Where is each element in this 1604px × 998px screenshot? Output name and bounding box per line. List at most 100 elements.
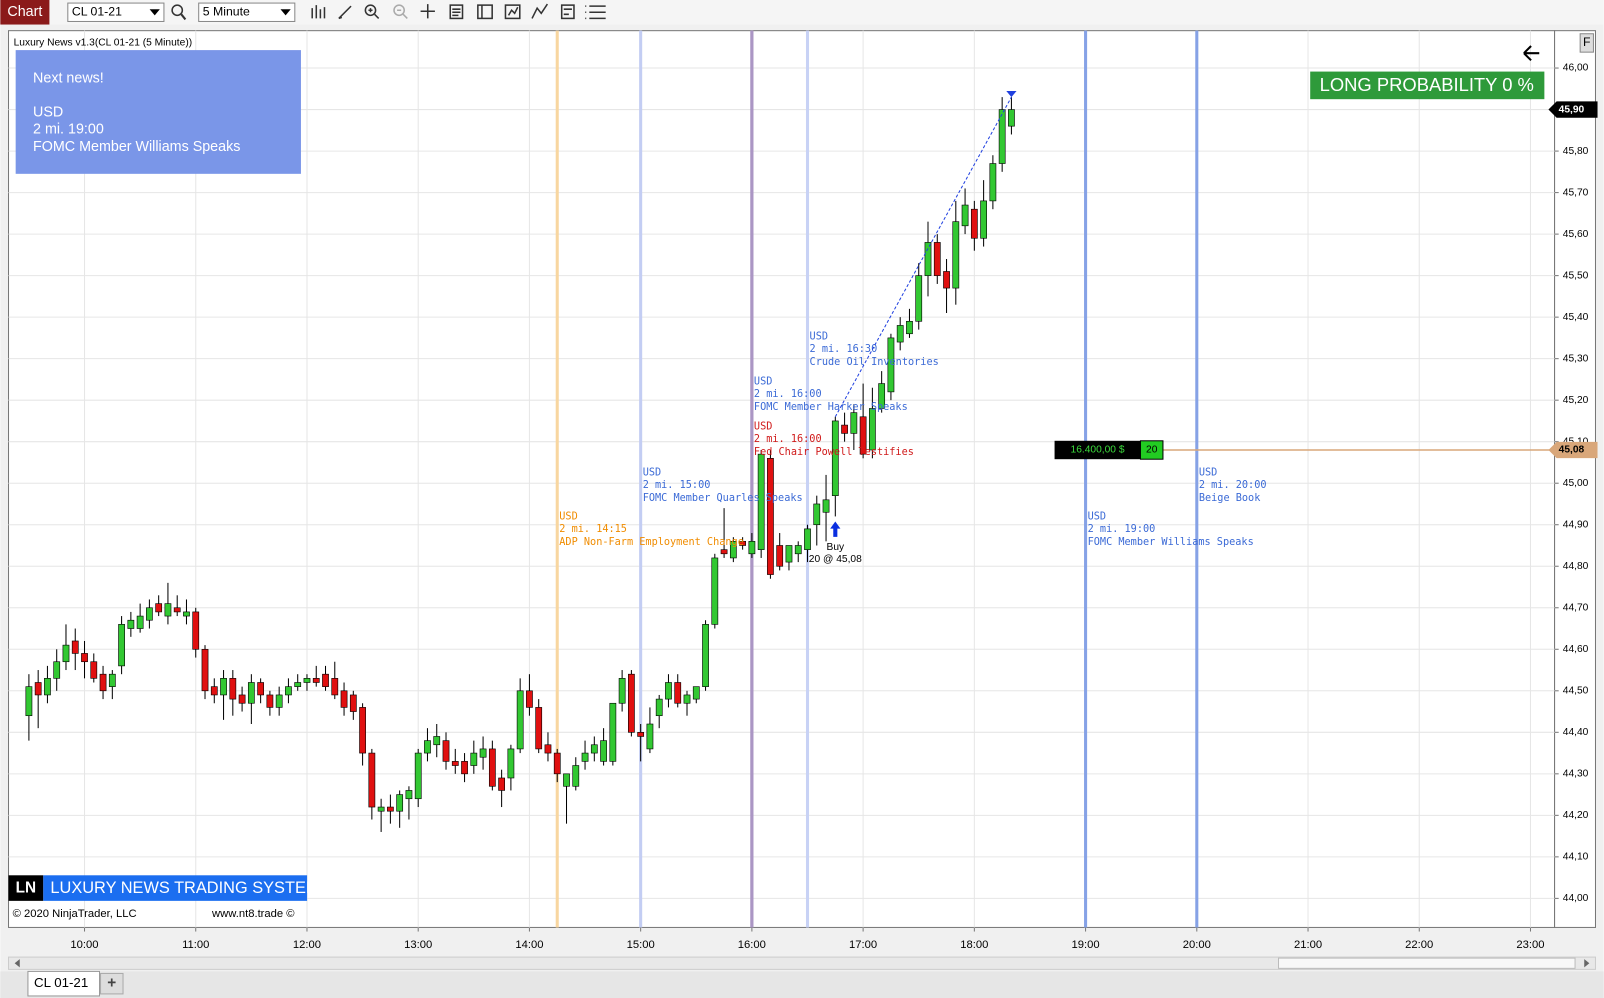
last-price-marker	[1548, 101, 1598, 118]
candle-body	[173, 607, 181, 613]
brand-bar	[43, 875, 308, 901]
instrument-label: CL 01-21	[72, 5, 122, 19]
news-when: 2 mi. 16:00	[754, 389, 822, 400]
candle-body	[600, 740, 607, 762]
candle-body	[516, 690, 524, 750]
news-panel-heading: Next news!	[33, 71, 104, 87]
panel-button-label: F	[1583, 35, 1591, 49]
news-when: 2 mi. 14:15	[559, 524, 627, 535]
candle-body	[804, 528, 811, 550]
candle-body	[461, 761, 468, 775]
news-event: FOMC Member Williams Speaks	[1088, 537, 1254, 548]
news-currency: USD	[559, 511, 577, 522]
candle-body	[99, 673, 107, 692]
news-currency: USD	[1088, 511, 1106, 522]
candle-body	[526, 690, 533, 708]
candle-body	[155, 603, 163, 613]
candle-body	[665, 682, 672, 700]
candle-body	[637, 732, 645, 737]
chart-button[interactable]	[0, 0, 50, 25]
plot-layer: USD 2 mi. 14:15 ADP Non-Farm Employment Ch…	[8, 30, 1559, 928]
candle-body	[322, 673, 329, 687]
probability-box	[1310, 71, 1545, 100]
news-when: 2 mi. 20:00	[1199, 480, 1267, 491]
tab[interactable]	[27, 970, 101, 997]
candle-body	[359, 707, 366, 754]
candle-body	[220, 678, 227, 696]
trend-end-marker	[1006, 90, 1017, 98]
news-panel-currency: USD	[33, 104, 63, 120]
candle-body	[970, 208, 978, 239]
candle-body	[609, 702, 617, 762]
candle-body	[961, 204, 969, 227]
y-tick-label: 45,70	[1563, 187, 1589, 198]
x-tick-label: 19:00	[1072, 939, 1100, 951]
candle-body	[275, 694, 283, 708]
candle-body	[44, 678, 51, 696]
position-price-label: 45,08	[1559, 445, 1585, 456]
candle-body	[164, 603, 172, 617]
brand-logo-text: LN	[16, 880, 36, 897]
candle-body	[776, 545, 784, 567]
x-tick-label: 17:00	[849, 939, 877, 951]
panel-button[interactable]	[1579, 33, 1594, 53]
candle-body	[90, 661, 98, 679]
x-tick-label: 12:00	[293, 939, 321, 951]
x-tick-label: 10:00	[70, 939, 98, 951]
scrollbar[interactable]	[7, 956, 1597, 970]
plot-area	[7, 30, 1556, 928]
news-currency: USD	[754, 376, 772, 387]
news-panel	[15, 50, 301, 174]
quantity-box	[1139, 440, 1164, 460]
candle-body	[183, 611, 190, 617]
interval-select[interactable]	[198, 2, 296, 22]
pnl-box	[1054, 440, 1141, 460]
candle-body	[674, 682, 682, 704]
candle-body	[878, 383, 886, 409]
candle-body	[628, 673, 635, 733]
candle-body	[136, 615, 144, 629]
candle-body	[906, 320, 913, 335]
news-currency: USD	[810, 331, 828, 342]
candle-body	[127, 619, 135, 629]
news-event: FOMC Member Quarles Speaks	[643, 493, 803, 504]
candle-body	[201, 648, 209, 692]
search-icon[interactable]	[171, 4, 184, 17]
news-panel-time: 2 mi. 19:00	[33, 122, 104, 138]
candle-body	[238, 694, 246, 704]
back-arrow[interactable]	[1523, 45, 1540, 62]
candle-body	[813, 503, 821, 526]
candle-body	[757, 453, 765, 550]
instrument-select[interactable]	[67, 2, 165, 22]
news-event: Crude Oil Inventories	[810, 357, 939, 368]
y-tick-label: 44,80	[1563, 561, 1589, 572]
dropdown-arrow	[149, 9, 160, 16]
y-tick-label: 46,00	[1563, 63, 1589, 74]
candle-body	[859, 416, 867, 455]
dropdown-arrow	[280, 9, 291, 16]
candle-body	[71, 640, 79, 654]
toolbar-icons[interactable]	[311, 3, 606, 20]
news-panel-event: FOMC Member Williams Speaks	[33, 139, 240, 155]
y-tick-label: 44,90	[1563, 519, 1589, 530]
candle-body	[563, 773, 570, 787]
candle-body	[34, 682, 42, 696]
x-tick-label: 15:00	[627, 939, 655, 951]
x-tick-label: 21:00	[1294, 939, 1322, 951]
candle-body	[618, 678, 626, 704]
candle-body	[943, 271, 950, 289]
tab-bar	[0, 971, 1604, 998]
candle-body	[229, 678, 237, 700]
candle-body	[646, 723, 654, 750]
probability-label: LONG PROBABILITY 0 %	[1320, 74, 1534, 95]
news-when: 2 mi. 15:00	[643, 480, 711, 491]
candle-body	[433, 736, 441, 746]
add-tab-button[interactable]	[100, 972, 124, 995]
news-when: 2 mi. 16:30	[810, 344, 878, 355]
candle-body	[118, 624, 125, 667]
scrollbar-thumb[interactable]	[1277, 957, 1576, 969]
candle-body	[887, 337, 895, 393]
candle-body	[349, 694, 357, 712]
